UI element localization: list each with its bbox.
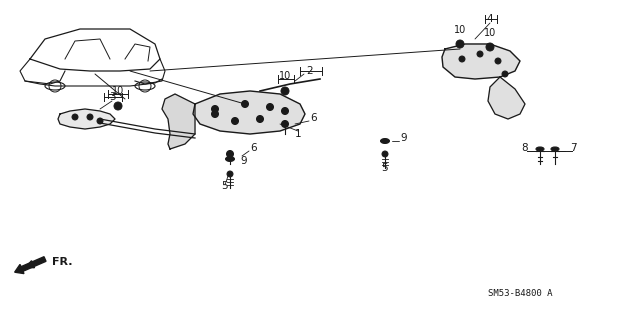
Text: 9: 9 bbox=[240, 156, 246, 166]
Ellipse shape bbox=[536, 147, 544, 151]
Text: SM53-B4800 A: SM53-B4800 A bbox=[488, 290, 552, 299]
Polygon shape bbox=[58, 109, 115, 129]
Text: 7: 7 bbox=[570, 143, 577, 153]
Polygon shape bbox=[488, 77, 525, 119]
Text: 2: 2 bbox=[307, 66, 314, 76]
Text: 1: 1 bbox=[294, 129, 301, 139]
Circle shape bbox=[486, 43, 494, 51]
Ellipse shape bbox=[225, 157, 234, 161]
Circle shape bbox=[114, 102, 122, 110]
Circle shape bbox=[477, 51, 483, 57]
Text: 6: 6 bbox=[250, 143, 257, 153]
Circle shape bbox=[495, 58, 501, 64]
Text: 3: 3 bbox=[109, 92, 115, 102]
Circle shape bbox=[282, 121, 289, 128]
Circle shape bbox=[97, 118, 103, 124]
Polygon shape bbox=[193, 91, 305, 134]
Text: 5: 5 bbox=[381, 163, 388, 173]
Circle shape bbox=[87, 114, 93, 120]
Text: 8: 8 bbox=[522, 143, 528, 153]
Polygon shape bbox=[442, 44, 520, 79]
Circle shape bbox=[281, 87, 289, 95]
Polygon shape bbox=[162, 94, 195, 149]
Ellipse shape bbox=[551, 147, 559, 151]
Circle shape bbox=[211, 110, 218, 117]
Circle shape bbox=[232, 117, 239, 124]
Circle shape bbox=[257, 115, 264, 122]
Text: 10: 10 bbox=[279, 71, 291, 81]
Circle shape bbox=[266, 103, 273, 110]
Circle shape bbox=[227, 151, 234, 158]
Ellipse shape bbox=[381, 138, 390, 144]
Circle shape bbox=[72, 114, 78, 120]
Circle shape bbox=[458, 42, 462, 46]
Circle shape bbox=[456, 40, 464, 48]
Text: 6: 6 bbox=[310, 113, 317, 123]
Text: 5: 5 bbox=[221, 181, 228, 191]
Circle shape bbox=[502, 71, 508, 77]
Text: 10: 10 bbox=[112, 86, 124, 96]
Circle shape bbox=[283, 89, 287, 93]
Circle shape bbox=[382, 151, 388, 157]
Circle shape bbox=[282, 108, 289, 115]
Text: 10: 10 bbox=[484, 28, 496, 38]
Text: 9: 9 bbox=[400, 133, 406, 143]
Circle shape bbox=[459, 56, 465, 62]
Text: 4: 4 bbox=[486, 14, 493, 24]
Circle shape bbox=[227, 171, 233, 177]
Text: 10: 10 bbox=[454, 25, 466, 35]
Circle shape bbox=[211, 106, 218, 113]
Circle shape bbox=[241, 100, 248, 108]
FancyArrow shape bbox=[15, 257, 46, 274]
Circle shape bbox=[116, 104, 120, 108]
Circle shape bbox=[488, 45, 492, 49]
Text: FR.: FR. bbox=[52, 257, 72, 267]
